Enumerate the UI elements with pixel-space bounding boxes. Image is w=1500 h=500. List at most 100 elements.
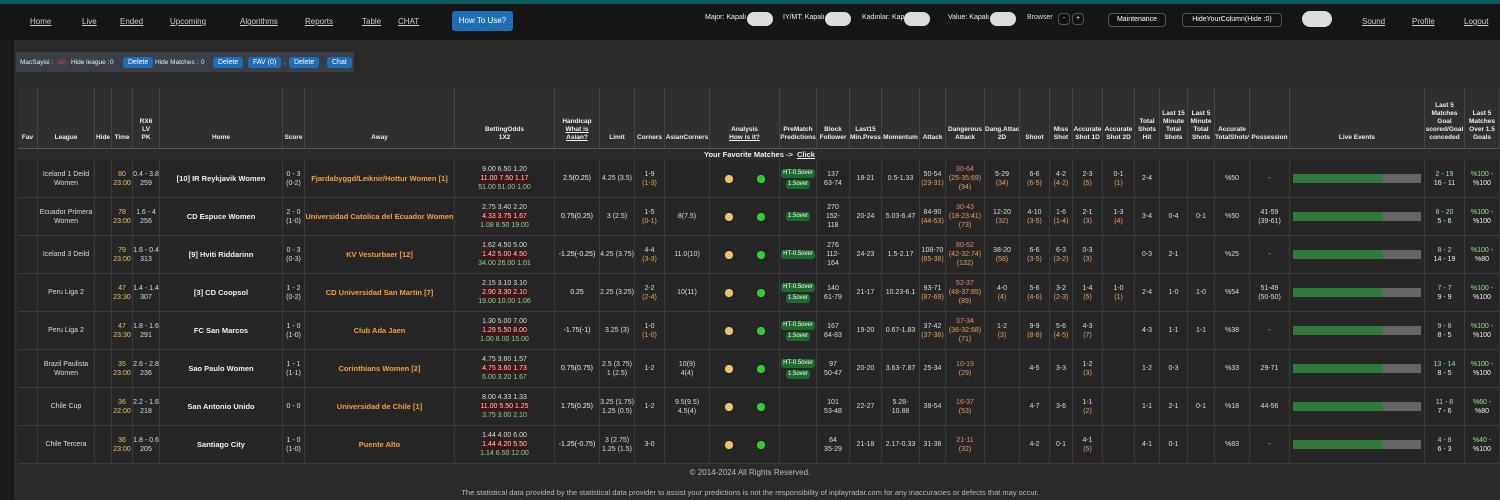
table-cell [710,160,780,197]
header-cell[interactable]: Shoot [1020,88,1050,148]
analysis-icons[interactable] [723,363,766,374]
nav-link[interactable]: Home [30,17,52,26]
toggle-switch[interactable] [990,12,1016,26]
header-text: conceded [1429,134,1460,141]
header-cell[interactable]: Miss Shot [1050,88,1073,148]
header-text: Min.Press. [850,134,882,141]
header-cell[interactable]: Hide [95,88,112,148]
header-cell[interactable]: Time [112,88,133,148]
header-cell[interactable]: Last 15 Minute Total Shots [1160,88,1188,148]
cell-text: 0.25 [570,289,584,296]
toggle-switch[interactable] [825,12,851,26]
header-cell[interactable]: Possession [1250,88,1290,148]
how-to-use-button[interactable]: How To Use? [452,11,513,31]
analysis-icons[interactable] [723,287,766,298]
header-cell[interactable]: Last 5 Minute Total Shots [1188,88,1215,148]
table-cell: 6-6 (3-5) [1020,236,1050,273]
cell-text: 9 - 9 [1437,293,1452,301]
header-cell[interactable]: Limit [600,88,635,148]
table-cell: %33 [1215,350,1250,387]
toggle-switch[interactable] [904,12,930,26]
cell-text: 30-43 [956,204,974,211]
nav-link[interactable]: Upcoming [170,17,207,26]
nav-link[interactable]: Algorithms [240,17,278,26]
header-cell[interactable]: PreMatch Predictions [780,88,817,148]
header-cell[interactable]: Last15 Min.Press. [850,88,882,148]
table-cell: 137 63-74 [817,160,850,197]
theme-toggle[interactable] [1302,11,1332,27]
header-cell[interactable]: Dang.Attack 2D [985,88,1020,148]
header-cell[interactable]: Last 5 Matches Over 1.5 Goals [1465,88,1500,148]
header-cell[interactable]: Score [283,88,305,148]
toolbar-button[interactable]: FAV (0) [248,57,282,68]
cell-text: 1.6 - 0.4 [133,246,159,254]
nav-link[interactable]: CHAT [398,17,420,26]
cell-text: - [1268,327,1271,334]
analysis-icons[interactable] [723,249,766,260]
header-cell[interactable]: Home [160,88,283,148]
table-cell: 4-5 [1020,350,1050,387]
header-cell[interactable]: League [38,88,95,148]
header-cell[interactable]: Last 5 Matches Goal scored/Goal conceded [1425,88,1465,148]
analysis-icons[interactable] [723,325,766,336]
nav-link[interactable]: Live [82,17,97,26]
nav-right-link[interactable]: Profile [1412,17,1435,26]
toolbar-button[interactable]: Delete [123,57,154,68]
header-cell[interactable]: AsianCorners [665,88,710,148]
hide-column-button[interactable]: HideYourColumn(Hide :0) [1182,13,1282,27]
analysis-icons[interactable] [723,211,766,222]
maintenance-button[interactable]: Maintenance [1108,13,1166,27]
analysis-icons[interactable] [723,439,766,450]
cell-text: 1.42 5.00 4.50 [482,250,527,259]
plus-button[interactable]: + [1072,13,1084,25]
cell-text: (53) [958,407,972,415]
header-cell[interactable]: Accurate Shot 1D [1073,88,1103,148]
nav-right-link[interactable]: Sound [1362,17,1386,26]
cell-text: 256 [140,217,152,225]
header-cell[interactable]: Handicap What is Asian? [555,88,600,148]
header-text: Last15 [855,126,876,133]
cell-text: 84-90 [923,208,942,216]
table-cell: Universidad Catolica del Ecuador Women [305,198,455,235]
header-cell[interactable]: Fav [18,88,38,148]
header-text: Analysis [731,126,758,133]
cell-text: Universidad de Chile [1] [336,402,423,411]
header-cell[interactable]: Attack [920,88,946,148]
header-cell[interactable]: Total Shots Hit [1135,88,1160,148]
header-cell[interactable]: Dangerous Attack [946,88,985,148]
cell-text: 80-52 [956,242,974,249]
cell-text: (4-2) [1053,179,1069,187]
header-cell[interactable]: RX6 LV PK [133,88,160,148]
header-cell[interactable]: Accurate Shot 2D [1103,88,1135,148]
cell-text: (5) [1083,179,1092,187]
cell-text: 3.25 (1.75) [600,398,634,406]
cell-text: 8 - 5 [1437,369,1452,377]
table-cell: 2-4 [1135,160,1160,197]
nav-link[interactable]: Table [362,17,382,26]
table-cell [18,350,38,387]
toggle-label: Value: Kapalı [948,14,990,21]
table-cell: HT-0.5over 1.5over [780,274,817,311]
analysis-icons[interactable] [723,173,766,184]
header-cell[interactable]: Away [305,88,455,148]
favorite-link[interactable]: Click [797,150,815,159]
cell-text: 8 - 5 [1437,331,1452,339]
nav-link[interactable]: Reports [305,17,334,26]
nav-right-link[interactable]: Logout [1464,17,1489,26]
header-cell[interactable]: Block Follower [817,88,850,148]
header-cell[interactable]: Momentum [882,88,920,148]
analysis-icons[interactable] [723,401,766,412]
header-cell[interactable]: Corners [635,88,665,148]
minus-button[interactable]: - [1058,13,1070,25]
toggle-switch[interactable] [747,12,773,26]
header-cell[interactable]: BettingOdds 1X2 [455,88,555,148]
nav-link[interactable]: Ended [120,17,144,26]
cell-text: 10.23-6.1 [885,289,916,296]
toolbar-button[interactable]: Delete [289,57,320,68]
toolbar-button[interactable]: Delete [213,57,244,68]
table-cell: 1.4 - 1.4 307 [133,274,160,311]
toolbar-button[interactable]: Chat [327,57,352,68]
header-cell[interactable]: Analysis How is it? [710,88,780,148]
header-cell[interactable]: Live Events [1290,88,1425,148]
